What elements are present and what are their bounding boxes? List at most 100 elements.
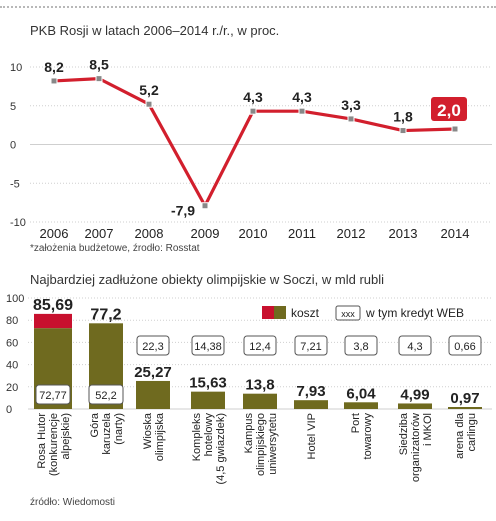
category-label: Wioska	[142, 412, 154, 449]
gdp-data-label: 1,8	[393, 109, 413, 125]
cost-bar	[398, 403, 432, 409]
category-label: Hotel VIP	[306, 413, 318, 459]
gdp-source-note: *założenia budżetowe, źrodło: Rosstat	[30, 243, 200, 254]
cost-value-label: 25,27	[134, 364, 172, 381]
gdp-data-label: -7,9	[171, 203, 195, 219]
cost-value-label: 13,8	[245, 377, 274, 394]
gdp-y-tick: -5	[10, 178, 20, 190]
credit-value-label: 0,66	[454, 341, 475, 353]
category-label: Góra	[89, 412, 101, 437]
debt-chart-title: Najbardziej zadłużone obiekty olimpijski…	[30, 272, 385, 287]
cost-bar	[344, 402, 378, 409]
credit-value-label: 72,77	[39, 390, 67, 402]
category-label: Kampus	[243, 413, 255, 454]
gdp-y-tick: 5	[10, 101, 16, 113]
cost-value-label: 15,63	[189, 375, 227, 392]
gdp-x-tick: 2009	[191, 226, 220, 241]
credit-box	[35, 384, 71, 405]
credit-box	[398, 335, 432, 356]
top-divider	[0, 6, 496, 8]
credit-box	[344, 335, 378, 356]
credit-value-label: 7,21	[300, 341, 321, 353]
cost-value-label: 6,04	[346, 385, 376, 402]
credit-value-label: 52,2	[95, 390, 116, 402]
credit-value-label: 14,38	[194, 341, 222, 353]
legend-label-cost: koszt	[291, 306, 320, 320]
cost-bar	[448, 407, 482, 409]
legend-label-credit: w tym kredyt WEB	[365, 306, 464, 320]
gdp-highlight-badge	[431, 97, 467, 121]
cost-bar	[243, 393, 277, 409]
gdp-point	[145, 100, 153, 108]
debt-y-tick: 60	[6, 337, 18, 349]
debt-y-tick: 0	[6, 404, 12, 416]
gdp-y-tick: 10	[10, 62, 22, 74]
gdp-point	[95, 75, 103, 83]
gdp-x-tick: 2008	[135, 226, 164, 241]
gdp-data-label: 8,2	[44, 59, 64, 75]
cost-bar	[294, 400, 328, 409]
legend-swatch-credit	[335, 305, 361, 321]
credit-box	[191, 335, 225, 356]
credit-box	[136, 335, 170, 356]
category-label: arena dla	[454, 412, 466, 459]
gdp-data-label: 8,5	[89, 57, 109, 73]
gdp-x-tick: 2011	[288, 226, 316, 241]
gdp-point	[50, 77, 58, 85]
cost-bar	[191, 391, 225, 409]
legend-credit-sample: xxx	[341, 309, 355, 319]
legend-swatch-cost-red	[262, 306, 274, 319]
category-label: towarowy	[362, 413, 374, 460]
legend-swatch-cost-olive	[274, 306, 286, 319]
gdp-point	[201, 202, 209, 210]
gdp-line-chart: 10 5 0 -5 -10 8,2 2006 8,5 2007 5,2 2008 -7,9 2009 4,…	[10, 57, 492, 241]
debt-y-tick: 80	[6, 315, 18, 327]
cost-bar	[136, 380, 170, 409]
category-label: hotelowy	[203, 413, 215, 457]
gdp-point	[399, 127, 407, 135]
cost-value-label: 85,69	[33, 297, 73, 314]
gdp-data-label: 3,3	[341, 97, 361, 113]
category-label: olimpijska	[154, 412, 166, 461]
category-label: (narty)	[113, 413, 125, 445]
gdp-x-tick: 2014	[441, 226, 470, 241]
gdp-x-tick: 2010	[239, 226, 268, 241]
category-label: alpejskie)	[60, 413, 72, 459]
category-label: (konkurencje	[48, 413, 60, 476]
category-label: karuzela	[101, 412, 113, 454]
debt-y-tick: 40	[6, 360, 18, 372]
debt-y-tick: 100	[6, 293, 24, 305]
category-label: Kompleks	[191, 413, 203, 462]
category-label: Siedziba	[398, 412, 410, 455]
category-label: olimpijskiego	[255, 413, 267, 476]
credit-box	[243, 335, 277, 356]
gdp-x-tick: 2006	[40, 226, 69, 241]
category-label: (4,5 gwiazdek)	[215, 413, 227, 485]
gdp-point	[298, 107, 306, 115]
gdp-point	[347, 115, 355, 123]
gdp-data-label: 4,3	[292, 89, 312, 105]
debt-y-tick: 20	[6, 382, 18, 394]
gdp-point	[249, 107, 257, 115]
category-label: organizatorów	[410, 413, 422, 482]
gdp-x-tick: 2007	[85, 226, 114, 241]
category-label: carlingu	[466, 413, 478, 452]
cost-value-label: 7,93	[296, 383, 325, 400]
credit-value-label: 22,3	[142, 341, 163, 353]
gdp-data-label: 2,0	[437, 101, 461, 120]
gdp-chart-title: PKB Rosji w latach 2006–2014 r./r., w pr…	[30, 23, 280, 38]
cost-value-label: 4,99	[400, 386, 429, 403]
gdp-data-label: 5,2	[139, 82, 159, 98]
credit-box	[294, 335, 328, 356]
debt-source-note: źródło: Wiedomosti	[30, 497, 116, 508]
category-label: Rosa Hutor	[36, 413, 48, 469]
credit-value-label: 12,4	[249, 341, 270, 353]
gdp-y-tick: -10	[10, 217, 26, 229]
category-label: i MKOl	[422, 413, 434, 446]
credit-value-label: 3,8	[353, 341, 368, 353]
credit-box	[448, 335, 482, 356]
credit-box	[88, 384, 124, 405]
category-label: Port	[350, 413, 362, 433]
